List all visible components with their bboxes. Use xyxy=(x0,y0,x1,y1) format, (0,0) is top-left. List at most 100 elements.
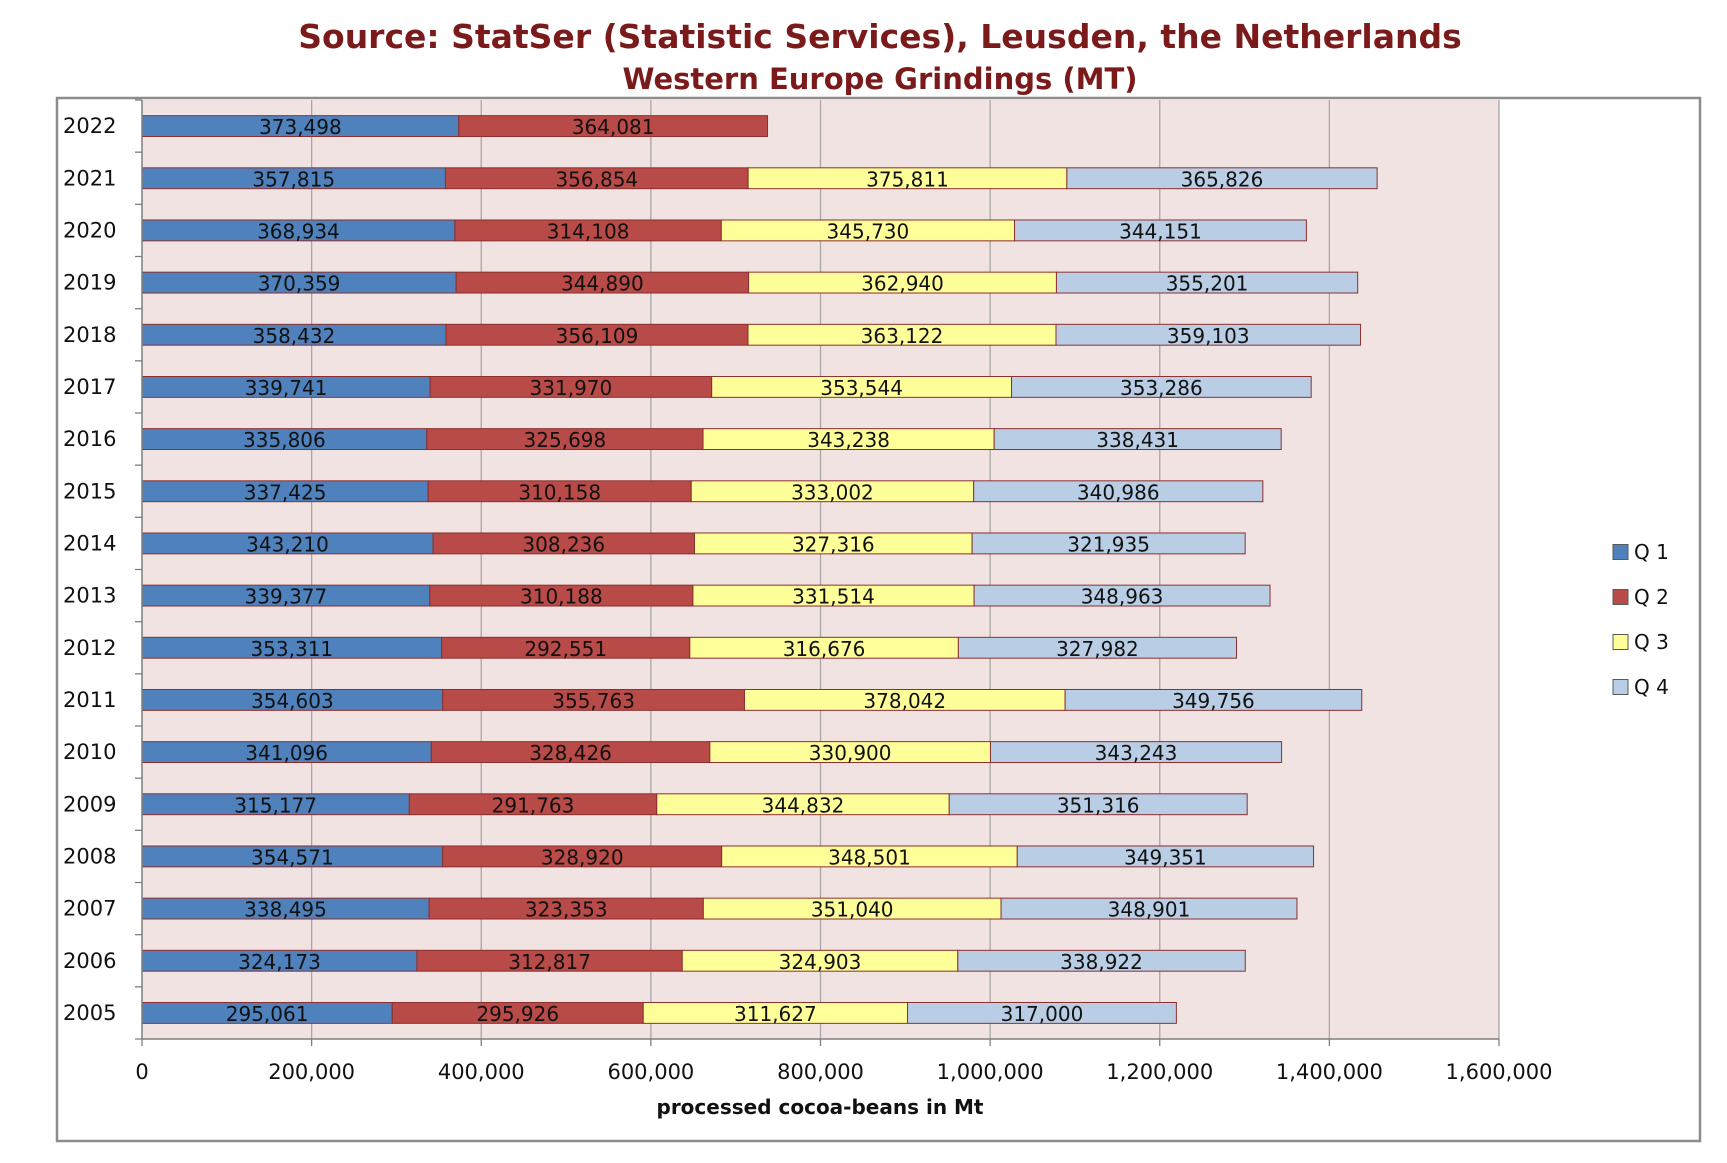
data-label-q-4-2005: 317,000 xyxy=(1001,1002,1084,1026)
data-label-q-4-2008: 349,351 xyxy=(1124,845,1207,869)
y-tick-label-2005: 2005 xyxy=(63,1001,116,1025)
data-label-q-1-2016: 335,806 xyxy=(243,428,326,452)
y-tick-label-2010: 2010 xyxy=(63,740,116,764)
bar-q-4-2012 xyxy=(957,636,1238,659)
data-label-q-3-2005: 311,627 xyxy=(734,1002,817,1026)
data-label-q-2-2005: 295,926 xyxy=(476,1002,559,1026)
data-label-q-1-2012: 353,311 xyxy=(250,637,333,661)
legend-swatch-q-2 xyxy=(1612,589,1629,605)
y-tick-label-2012: 2012 xyxy=(63,636,116,660)
data-label-q-2-2021: 356,854 xyxy=(555,167,638,191)
data-label-q-4-2013: 348,963 xyxy=(1081,585,1164,609)
data-label-q-2-2017: 331,970 xyxy=(530,376,613,400)
data-label-q-1-2006: 324,173 xyxy=(238,950,321,974)
y-tick-label-2018: 2018 xyxy=(63,323,116,347)
x-tick-label-1-000-000: 1,000,000 xyxy=(937,1060,1044,1084)
data-label-q-4-2011: 349,756 xyxy=(1172,689,1255,713)
data-label-q-2-2011: 355,763 xyxy=(552,689,635,713)
legend-label-q-1: Q 1 xyxy=(1634,540,1669,564)
bar-q-4-2020 xyxy=(1014,219,1307,242)
data-label-q-3-2019: 362,940 xyxy=(861,272,944,296)
x-axis-title: processed cocoa-beans in Mt xyxy=(657,1095,984,1119)
data-label-q-1-2009: 315,177 xyxy=(234,793,317,817)
y-tick-label-2016: 2016 xyxy=(63,427,116,451)
legend-label-q-2: Q 2 xyxy=(1634,585,1669,609)
y-tick-label-2006: 2006 xyxy=(63,949,116,973)
bar-q-4-2009 xyxy=(948,793,1248,816)
data-label-q-4-2015: 340,986 xyxy=(1077,480,1160,504)
bar-q-4-2013 xyxy=(973,584,1271,607)
data-label-q-1-2020: 368,934 xyxy=(257,219,340,243)
x-tick-label-200-000: 200,000 xyxy=(268,1060,355,1084)
bar-q-4-2017 xyxy=(1011,375,1312,398)
data-label-q-2-2015: 310,158 xyxy=(518,480,601,504)
data-label-q-1-2014: 343,210 xyxy=(246,532,329,556)
data-label-q-3-2017: 353,544 xyxy=(820,376,903,400)
bar-q-4-2005 xyxy=(907,1001,1177,1024)
data-label-q-1-2018: 358,432 xyxy=(253,324,336,348)
data-label-q-4-2019: 355,201 xyxy=(1166,272,1249,296)
x-tick-label-400-000: 400,000 xyxy=(438,1060,525,1084)
x-tick-label-0: 0 xyxy=(135,1060,148,1084)
data-label-q-2-2012: 292,551 xyxy=(524,637,607,661)
data-label-q-3-2016: 343,238 xyxy=(807,428,890,452)
data-label-q-2-2022: 364,081 xyxy=(572,115,655,139)
bar-labels: 373,498 364,081 357,815 356,854 375,811 365,8… xyxy=(226,115,1264,1026)
data-label-q-4-2006: 338,922 xyxy=(1060,950,1143,974)
data-label-q-3-2014: 327,316 xyxy=(792,532,875,556)
y-tick-label-2008: 2008 xyxy=(63,844,116,868)
data-label-q-3-2021: 375,811 xyxy=(866,167,949,191)
data-label-q-4-2009: 351,316 xyxy=(1057,793,1140,817)
data-label-q-2-2007: 323,353 xyxy=(525,898,608,922)
data-label-q-3-2008: 348,501 xyxy=(828,845,911,869)
y-tick-label-2015: 2015 xyxy=(63,479,116,503)
x-tick-label-1-200-000: 1,200,000 xyxy=(1106,1060,1213,1084)
data-label-q-1-2007: 338,495 xyxy=(244,898,327,922)
data-label-q-4-2020: 344,151 xyxy=(1119,219,1202,243)
bar-q-2-2022 xyxy=(458,115,769,138)
y-tick-label-2020: 2020 xyxy=(63,218,116,242)
bar-q-4-2015 xyxy=(973,480,1264,503)
y-tick-label-2013: 2013 xyxy=(63,584,116,608)
legend-swatch-q-4 xyxy=(1612,679,1629,695)
data-label-q-2-2013: 310,188 xyxy=(520,585,603,609)
data-label-q-2-2019: 344,890 xyxy=(561,272,644,296)
chart-subtitle: Western Europe Grindings (MT) xyxy=(623,62,1138,96)
data-label-q-1-2019: 370,359 xyxy=(258,272,341,296)
y-tick-label-2021: 2021 xyxy=(63,166,116,190)
data-label-q-2-2018: 356,109 xyxy=(556,324,639,348)
data-label-q-3-2010: 330,900 xyxy=(809,741,892,765)
y-tick-label-2009: 2009 xyxy=(63,792,116,816)
data-label-q-4-2007: 348,901 xyxy=(1108,898,1191,922)
chart-title: Source: StatSer (Statistic Services), Le… xyxy=(298,17,1462,56)
y-tick-label-2022: 2022 xyxy=(63,114,116,138)
data-label-q-4-2010: 343,243 xyxy=(1095,741,1178,765)
y-tick-label-2019: 2019 xyxy=(63,271,116,295)
data-label-q-2-2006: 312,817 xyxy=(508,950,591,974)
bar-q-4-2008 xyxy=(1016,845,1315,868)
data-label-q-1-2010: 341,096 xyxy=(245,741,328,765)
data-label-q-3-2011: 378,042 xyxy=(863,689,946,713)
data-label-q-1-2021: 357,815 xyxy=(252,167,335,191)
bar-q-4-2006 xyxy=(957,949,1246,972)
x-tick-label-800-000: 800,000 xyxy=(777,1060,864,1084)
y-axis: 2022 2021 2020 2019 2018 2017 2016 2015 2014 2013… xyxy=(63,99,143,1040)
bar-q-4-2014 xyxy=(971,532,1246,555)
bar-q-4-2011 xyxy=(1064,688,1363,711)
bar-q-4-2007 xyxy=(1000,897,1298,920)
data-label-q-2-2009: 291,763 xyxy=(492,793,575,817)
bar-q-4-2010 xyxy=(989,741,1283,764)
data-label-q-3-2006: 324,903 xyxy=(779,950,862,974)
data-label-q-2-2010: 328,426 xyxy=(529,741,612,765)
bar-q-4-2021 xyxy=(1066,167,1378,190)
data-label-q-3-2007: 351,040 xyxy=(811,898,894,922)
data-label-q-3-2015: 333,002 xyxy=(791,480,874,504)
data-label-q-3-2012: 316,676 xyxy=(783,637,866,661)
data-label-q-1-2008: 354,571 xyxy=(251,845,334,869)
data-label-q-4-2012: 327,982 xyxy=(1056,637,1139,661)
data-label-q-4-2016: 338,431 xyxy=(1096,428,1179,452)
y-tick-label-2007: 2007 xyxy=(63,897,116,921)
data-label-q-4-2014: 321,935 xyxy=(1067,532,1150,556)
data-label-q-2-2014: 308,236 xyxy=(522,532,605,556)
